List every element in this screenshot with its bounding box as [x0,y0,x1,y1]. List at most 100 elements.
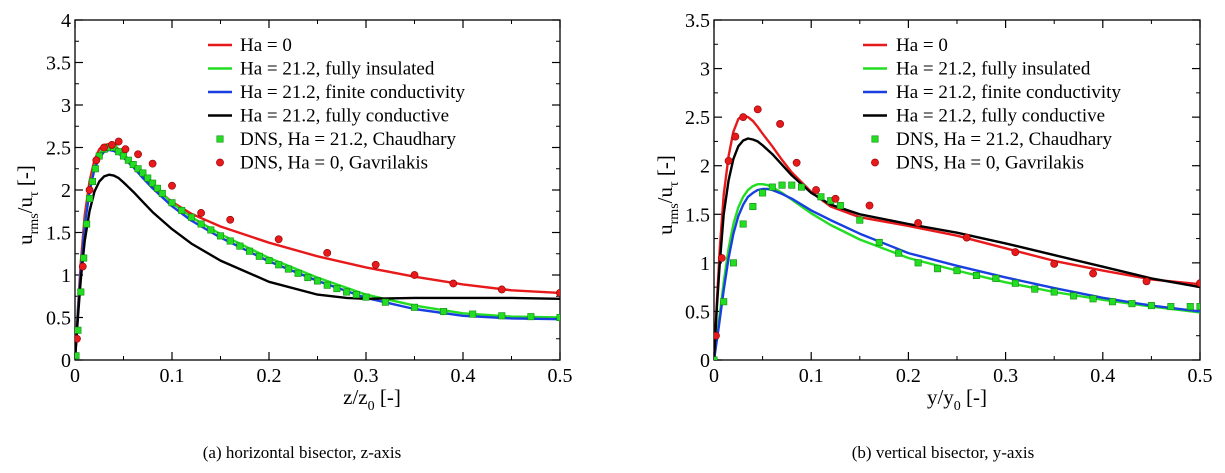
data-point-square [153,184,161,192]
data-point-square [178,206,186,214]
data-point-square [246,247,254,255]
data-point-square [217,232,225,240]
data-point-circle [197,209,205,217]
x-tick-label: 0.4 [451,365,476,387]
panel-a: (a) horizontal bisector, z-axis z/z0 [-]… [13,10,573,462]
data-point-circle [1011,248,1020,257]
data-point-square [895,249,903,257]
data-point-square [875,238,883,246]
legend-label: Ha = 21.2, finite conductivity [896,82,1121,103]
data-point-circle [1142,277,1151,286]
data-point-square [768,183,776,191]
y-axis-label-b: urms/uτ [-] [653,155,682,235]
data-point-square [934,265,942,273]
x-tick-label: 0.2 [257,365,282,387]
data-point-square [1196,303,1200,311]
data-point-square [144,174,152,182]
x-tick-label: 0.1 [160,365,185,387]
data-point-circle [962,233,971,242]
data-point-square [527,313,535,321]
data-point-square [759,189,767,197]
data-point-circle [1196,279,1200,288]
data-point-circle [792,158,801,167]
data-point-circle [724,156,733,165]
data-point-square [313,277,321,285]
legend-label: Ha = 21.2, fully insulated [896,59,1091,80]
data-point-square [1186,303,1194,311]
data-point-square [236,242,244,250]
data-point-circle [114,137,123,146]
data-point-square [284,265,292,273]
data-point-square [381,298,389,306]
x-tick-label: 0.3 [354,365,379,387]
data-point-square [914,259,922,267]
y-tick-label: 1.5 [46,223,71,245]
data-point-square [129,161,137,169]
data-point-circle [1089,269,1097,278]
x-tick-label: 0.5 [1188,365,1213,387]
data-point-square [1167,303,1175,311]
data-layer [714,105,1200,360]
x-tick-label: 0.4 [1090,365,1115,387]
data-point-square [323,281,331,289]
data-point-square [469,310,477,318]
data-point-circle [371,260,380,269]
legend-swatch-square [871,135,879,143]
data-point-circle [831,194,840,203]
data-point-circle [134,150,142,159]
legend-label: Ha = 21.2, fully insulated [240,59,435,80]
x-axis-label-b: y/y0 [-] [927,385,987,414]
data-point-square [440,308,448,316]
data-point-square [498,312,506,320]
data-point-circle [92,156,101,165]
data-point-square [749,203,757,211]
data-point-circle [1050,259,1059,268]
data-point-square [255,252,263,260]
data-point-square [1031,285,1039,293]
data-point-circle [776,120,784,128]
legend-label: DNS, Ha = 0, Gavrilakis [896,153,1084,174]
data-point-square [556,313,560,321]
data-point-square [953,267,961,275]
data-point-circle [731,132,740,141]
y-tick-label: 3.5 [46,53,71,75]
legend-label: Ha = 21.2, fully conductive [896,106,1105,127]
x-tick-label: 0.3 [993,365,1018,387]
legend-label: DNS, Ha = 21.2, Chaudhary [896,129,1112,150]
y-tick-label: 2 [700,156,710,178]
caption-b: (b) vertical bisector, y-axis [852,443,1034,462]
data-point-square [352,291,360,299]
data-point-square [83,220,91,228]
series-line [75,173,560,360]
legend-label: DNS, Ha = 0, Gavrilakis [240,153,428,174]
legend-swatch-square [216,135,224,143]
data-point-circle [714,331,720,340]
data-point-square [788,181,796,189]
data-point-square [80,254,88,262]
y-tick-label: 1 [700,253,710,275]
data-point-square [226,237,234,245]
data-point-square [343,288,351,296]
data-point-square [77,288,85,296]
data-point-square [124,156,132,164]
data-point-circle [410,271,419,279]
data-point-square [304,274,312,282]
data-point-circle [274,235,283,244]
data-point-circle [226,215,235,224]
data-point-square [1070,292,1078,300]
data-point-square [778,181,786,189]
data-point-circle [556,288,560,297]
data-point-square [120,152,128,160]
data-point-circle [100,143,108,152]
data-point-circle [812,186,820,194]
y-tick-label: 0 [700,350,710,372]
y-tick-label: 0 [61,350,71,372]
data-point-square [75,326,82,334]
data-point-circle [753,105,762,114]
x-tick-label: 0.5 [548,365,573,387]
x-axis-label-a: z/z0 [-] [343,385,401,414]
data-point-square [410,303,418,311]
data-point-circle [75,334,81,343]
legend-label: Ha = 0 [240,35,292,56]
